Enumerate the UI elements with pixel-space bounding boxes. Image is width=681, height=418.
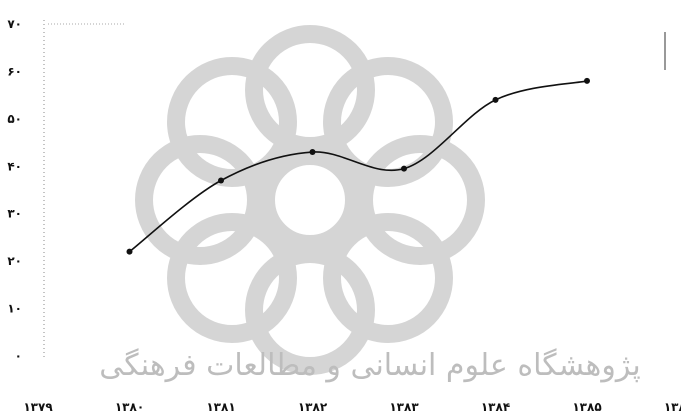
x-tick-label: ۱۳۸۶ bbox=[664, 400, 681, 414]
y-tick-label: ۰ bbox=[15, 349, 22, 363]
x-tick-label: ۱۳۸۵ bbox=[572, 400, 601, 414]
watermark-text: پژوهشگاه علوم انسانی و مطالعات فرهنگی bbox=[99, 348, 641, 383]
data-point bbox=[126, 248, 133, 255]
y-tick-label: ۲۰ bbox=[7, 254, 22, 268]
x-tick-label: ۱۳۸۰ bbox=[115, 400, 144, 414]
y-tick-label: ۱۰ bbox=[7, 302, 22, 316]
series-line bbox=[129, 80, 588, 253]
data-point bbox=[218, 177, 224, 184]
y-tick-label: ۷۰ bbox=[7, 17, 22, 31]
data-point bbox=[401, 165, 407, 172]
series-layer bbox=[126, 77, 590, 255]
data-point bbox=[584, 77, 590, 84]
data-point bbox=[309, 149, 316, 156]
x-tick-label: ۱۳۸۱ bbox=[206, 400, 235, 414]
x-tick-label: ۱۳۸۴ bbox=[481, 400, 510, 414]
x-axis: ۱۳۷۹ ۱۳۸۰ ۱۳۸۱ ۱۳۸۲ ۱۳۸۳ ۱۳۸۴ ۱۳۸۵ ۱۳۸۶ bbox=[23, 400, 681, 414]
y-axis: ۰ ۱۰ ۲۰ ۳۰ ۴۰ ۵۰ ۶۰ ۷۰ bbox=[7, 17, 125, 363]
y-tick-label: ۳۰ bbox=[7, 207, 22, 221]
y-tick-label: ۶۰ bbox=[7, 64, 22, 78]
x-tick-label: ۱۳۸۳ bbox=[389, 400, 419, 414]
x-tick-label: ۱۳۸۲ bbox=[298, 400, 328, 414]
data-point bbox=[492, 96, 499, 103]
rosette-watermark-logo bbox=[135, 25, 485, 375]
y-tick-label: ۵۰ bbox=[7, 112, 22, 126]
y-tick-label: ۴۰ bbox=[7, 159, 22, 173]
x-tick-label: ۱۳۷۹ bbox=[23, 400, 53, 414]
